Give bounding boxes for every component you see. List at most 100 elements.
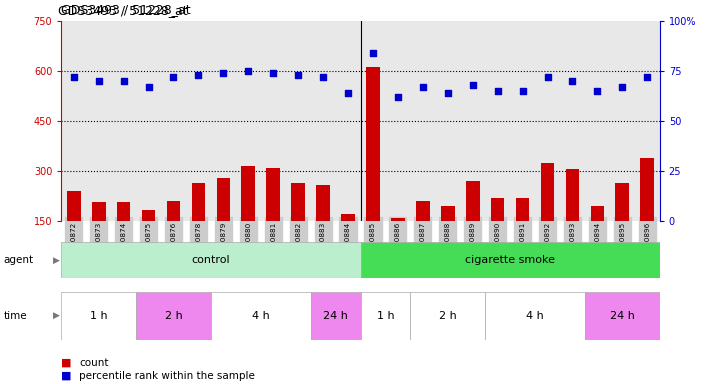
Text: GDS3493 / 51228_at: GDS3493 / 51228_at <box>61 3 191 16</box>
Bar <box>261 21 286 221</box>
Bar <box>410 21 435 221</box>
Point <box>367 50 379 56</box>
Point <box>541 74 553 80</box>
Point <box>68 74 79 80</box>
Bar <box>266 168 280 221</box>
Point <box>218 70 229 76</box>
Bar <box>360 21 386 221</box>
Point <box>616 84 628 90</box>
Text: 2 h: 2 h <box>164 311 182 321</box>
Bar <box>565 169 579 221</box>
Text: percentile rank within the sample: percentile rank within the sample <box>79 371 255 381</box>
Point <box>293 72 304 78</box>
Text: count: count <box>79 358 109 368</box>
Point <box>517 88 528 94</box>
Bar <box>311 21 335 221</box>
Bar <box>590 206 604 221</box>
Point <box>467 82 479 88</box>
Point <box>592 88 603 94</box>
Point <box>567 78 578 84</box>
Point <box>317 74 329 80</box>
Bar <box>535 21 560 221</box>
Bar <box>360 292 410 340</box>
Bar <box>186 21 211 221</box>
Bar <box>117 202 131 221</box>
Bar <box>311 292 360 340</box>
Bar <box>491 198 505 221</box>
Point <box>442 90 454 96</box>
Point <box>492 88 503 94</box>
Bar <box>291 183 305 221</box>
Bar <box>541 163 554 221</box>
Bar <box>136 292 211 340</box>
Text: ■: ■ <box>61 358 72 368</box>
Point <box>392 94 404 100</box>
Text: ■: ■ <box>61 371 72 381</box>
Text: 24 h: 24 h <box>323 311 348 321</box>
Bar <box>466 181 479 221</box>
Point <box>267 70 279 76</box>
Bar <box>386 21 410 221</box>
Bar <box>441 206 455 221</box>
Text: 1 h: 1 h <box>90 311 107 321</box>
Bar <box>341 214 355 221</box>
Bar <box>192 182 205 221</box>
Bar <box>610 21 634 221</box>
Text: cigarette smoke: cigarette smoke <box>465 255 555 265</box>
Bar <box>460 21 485 221</box>
Bar <box>92 202 105 221</box>
Text: 24 h: 24 h <box>610 311 634 321</box>
Point <box>242 68 254 74</box>
Bar <box>61 21 87 221</box>
Bar <box>391 218 404 221</box>
Bar <box>616 183 629 221</box>
Bar <box>516 198 529 221</box>
Bar <box>640 157 654 221</box>
Point <box>342 90 354 96</box>
Point <box>93 78 105 84</box>
Bar <box>510 21 535 221</box>
Text: 1 h: 1 h <box>376 311 394 321</box>
Bar <box>136 21 161 221</box>
Bar <box>317 185 330 221</box>
Bar <box>87 21 111 221</box>
Point <box>168 74 180 80</box>
Point <box>118 78 129 84</box>
Point <box>642 74 653 80</box>
Bar <box>416 201 430 221</box>
Text: time: time <box>4 311 27 321</box>
Bar <box>634 21 660 221</box>
Bar <box>360 242 660 278</box>
Bar <box>335 21 360 221</box>
Point <box>143 84 154 90</box>
Bar <box>67 191 81 221</box>
Text: 4 h: 4 h <box>526 311 544 321</box>
Bar <box>286 21 311 221</box>
Bar <box>236 21 261 221</box>
Bar <box>211 21 236 221</box>
Bar <box>435 21 460 221</box>
Bar <box>211 292 311 340</box>
Bar <box>161 21 186 221</box>
Point <box>417 84 428 90</box>
Bar <box>560 21 585 221</box>
Text: GDS3493 / 51228_at: GDS3493 / 51228_at <box>58 4 187 17</box>
Bar <box>485 21 510 221</box>
Bar <box>585 292 660 340</box>
Bar <box>142 210 156 221</box>
Text: 2 h: 2 h <box>439 311 456 321</box>
Bar <box>585 21 610 221</box>
Bar <box>410 292 485 340</box>
Bar <box>216 178 230 221</box>
Text: control: control <box>192 255 230 265</box>
Bar <box>111 21 136 221</box>
Point <box>193 72 204 78</box>
Bar <box>366 67 380 221</box>
Bar <box>61 242 360 278</box>
Bar <box>167 201 180 221</box>
Text: ▶: ▶ <box>53 256 60 265</box>
Bar <box>485 292 585 340</box>
Text: agent: agent <box>4 255 34 265</box>
Bar <box>242 166 255 221</box>
Text: ▶: ▶ <box>53 311 60 320</box>
